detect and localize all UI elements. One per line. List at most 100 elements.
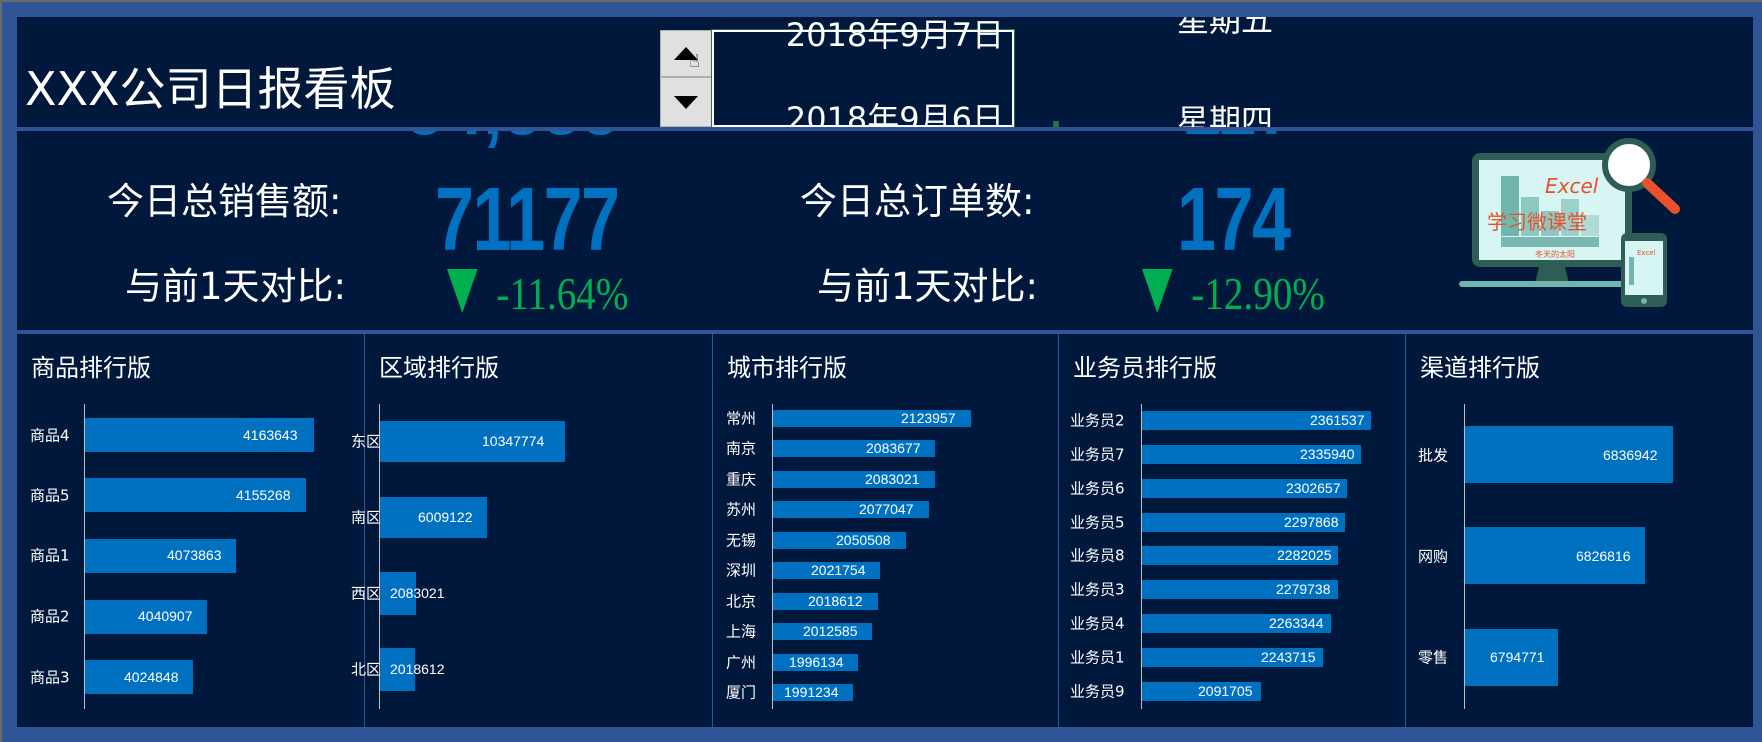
- row-label: 无锡: [726, 531, 757, 550]
- bar[interactable]: [380, 572, 416, 615]
- bar[interactable]: [773, 623, 872, 640]
- orders-label: 今日总订单数:: [800, 180, 1035, 223]
- bar-value: 2091705: [1198, 683, 1253, 699]
- bar-value: 2297868: [1284, 514, 1339, 530]
- region-ranking-panel: 区域排行版 东区 10347774 南区 6009122 西区 2083021 …: [351, 334, 713, 727]
- row-label: 批发: [1418, 446, 1449, 465]
- bar[interactable]: [1142, 546, 1338, 565]
- orders-change: -12.90%: [1142, 267, 1325, 320]
- bar[interactable]: [1142, 411, 1371, 430]
- sales-compare-label: 与前1天对比:: [125, 265, 347, 308]
- bar[interactable]: [1142, 682, 1261, 701]
- bar-value: 2083677: [866, 440, 921, 456]
- bar[interactable]: [1142, 648, 1323, 667]
- logo-title: Excel: [1545, 174, 1599, 198]
- triangle-down-icon: [447, 269, 478, 313]
- bar-value: 6009122: [418, 509, 473, 525]
- bar[interactable]: [773, 501, 929, 518]
- bar[interactable]: [1465, 527, 1645, 584]
- bar[interactable]: [773, 684, 853, 701]
- row-label: 东区: [351, 432, 382, 451]
- row-label: 业务员8: [1070, 546, 1125, 565]
- bar[interactable]: [773, 440, 935, 457]
- bar[interactable]: [85, 539, 236, 573]
- row-label: 商品5: [30, 486, 70, 505]
- bar[interactable]: [773, 471, 935, 488]
- bar-value: 2050508: [836, 532, 891, 548]
- excel-logo-icon: Excel 学习微课堂 冬天的太阳 Excel: [1459, 138, 1680, 307]
- row-label: 业务员3: [1070, 580, 1125, 599]
- bar-value: 2012585: [803, 623, 858, 639]
- triangle-up-icon: [674, 47, 698, 60]
- bar[interactable]: [773, 410, 971, 427]
- bar-value: 10347774: [482, 433, 545, 449]
- bar[interactable]: [1465, 629, 1558, 686]
- city-ranking-panel: 城市排行版 常州 2123957 南京 2083677 重庆 2083021 苏…: [713, 334, 1059, 727]
- row-label: 商品2: [30, 607, 70, 626]
- bar-value: 4024848: [124, 669, 179, 685]
- date-prev: 2018年9月7日: [785, 17, 1004, 54]
- chart-axis: [1464, 404, 1465, 709]
- bar[interactable]: [1142, 513, 1345, 532]
- bar[interactable]: [1142, 445, 1361, 464]
- bar[interactable]: [773, 532, 906, 549]
- logo-caption: 冬天的太阳: [1535, 249, 1575, 259]
- row-label: 北京: [726, 592, 757, 611]
- row-label: 北区: [351, 660, 382, 679]
- chart-axis: [772, 404, 773, 709]
- panel-title: 业务员排行版: [1073, 354, 1217, 382]
- bar-value: 2282025: [1277, 547, 1332, 563]
- row-label: 厦门: [726, 683, 757, 702]
- bar[interactable]: [1142, 580, 1338, 599]
- row-label: 业务员5: [1070, 513, 1125, 532]
- weekday-current: 星期四: [1177, 102, 1274, 127]
- bar[interactable]: [85, 418, 314, 452]
- row-label: 业务员1: [1070, 648, 1125, 667]
- orders-compare-label: 与前1天对比:: [817, 265, 1039, 308]
- row-label: 西区: [351, 584, 382, 603]
- row-label: 常州: [726, 409, 757, 428]
- bar-value: 4155268: [236, 487, 291, 503]
- bar[interactable]: [1465, 426, 1673, 483]
- weekday-prev: 星期五: [1177, 17, 1274, 39]
- bar-value: 1996134: [789, 654, 844, 670]
- row-label: 苏州: [726, 500, 757, 519]
- row-label: 业务员6: [1070, 479, 1125, 498]
- panel-title: 区域排行版: [379, 354, 499, 382]
- bar[interactable]: [380, 421, 565, 462]
- bar[interactable]: [85, 478, 306, 512]
- logo-subtitle: 学习微课堂: [1487, 210, 1587, 234]
- date-cell[interactable]: 2018年9月7日 2018年9月6日: [711, 17, 1015, 127]
- bar[interactable]: [773, 562, 880, 579]
- bar[interactable]: [1142, 614, 1331, 633]
- bar[interactable]: [85, 660, 193, 694]
- bar-value: 2361537: [1310, 412, 1365, 428]
- bar-value: 2018612: [808, 593, 863, 609]
- bar-value: 4163643: [243, 427, 298, 443]
- bar-value: 6836942: [1603, 447, 1658, 463]
- spinner-down-button[interactable]: [661, 79, 711, 126]
- bar-value: 2018612: [390, 661, 445, 677]
- orders-change-value: -12.90%: [1191, 268, 1325, 319]
- panel-title: 渠道排行版: [1420, 354, 1540, 382]
- rankings-area: 商品排行版 商品4 4163643 商品5 4155268 商品1 407386…: [17, 334, 1753, 727]
- sales-value: 71177: [435, 170, 620, 270]
- bar-value: 2083021: [865, 471, 920, 487]
- bar[interactable]: [85, 600, 207, 634]
- spinner-up-button[interactable]: ☝: [661, 31, 711, 78]
- bar[interactable]: [773, 654, 858, 671]
- fill-handle[interactable]: [1053, 121, 1059, 127]
- triangle-down-icon: [1142, 269, 1173, 313]
- row-label: 零售: [1418, 648, 1449, 667]
- salesperson-ranking-panel: 业务员排行版 业务员2 2361537 业务员7 2335940 业务员6 23…: [1059, 334, 1406, 727]
- row-label: 深圳: [726, 561, 757, 580]
- row-label: 商品3: [30, 668, 70, 687]
- bar[interactable]: [1142, 479, 1347, 498]
- date-spinner[interactable]: ☝: [660, 30, 712, 127]
- bar[interactable]: [773, 593, 878, 610]
- bar[interactable]: [380, 497, 487, 538]
- bar-value: 2123957: [901, 410, 956, 426]
- bar[interactable]: [380, 648, 415, 691]
- panel-title: 商品排行版: [31, 354, 151, 382]
